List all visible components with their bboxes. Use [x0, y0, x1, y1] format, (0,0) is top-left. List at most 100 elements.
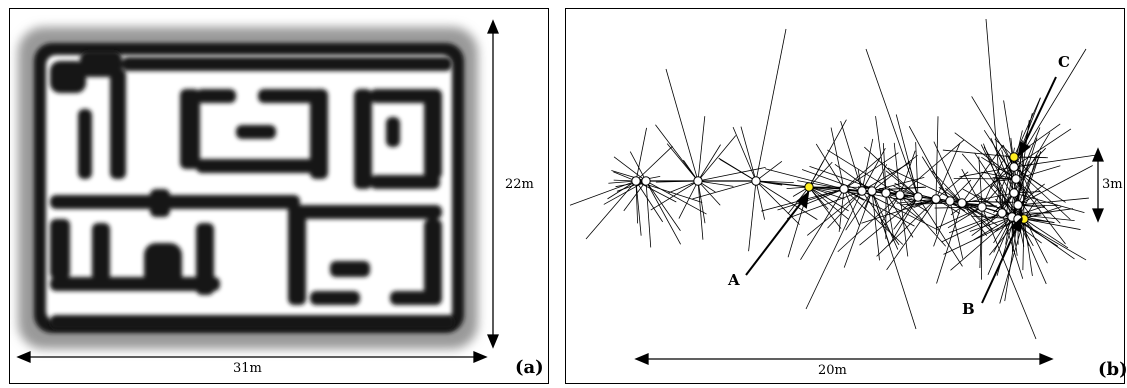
graph-edge: [755, 180, 810, 188]
observation-ray: [917, 196, 963, 267]
observation-ray: [755, 160, 783, 182]
graph-height-label: 3m: [1102, 177, 1123, 192]
observation-ray: [1017, 218, 1075, 260]
observation-ray: [1011, 216, 1087, 261]
observation-ray: [755, 180, 818, 220]
pose-node: [1009, 188, 1019, 198]
observation-ray: [973, 216, 1013, 241]
observation-ray: [1013, 166, 1071, 220]
observation-ray: [827, 149, 901, 196]
observation-ray: [936, 206, 983, 229]
observation-ray: [953, 178, 1017, 180]
panel-tag-b: (b): [1098, 359, 1127, 380]
observation-ray: [875, 116, 887, 194]
panel-a-occupancy-map: 31m 22m (a): [9, 8, 549, 384]
pose-node: [1013, 200, 1023, 210]
observation-ray: [935, 116, 939, 200]
pose-node: [997, 208, 1007, 218]
observation-ray: [755, 28, 787, 182]
observation-ray: [971, 96, 1015, 168]
width-dimension-arrow: [16, 351, 488, 363]
observation-ray: [697, 166, 766, 182]
observation-ray: [941, 212, 1003, 243]
observation-ray: [740, 126, 757, 182]
observation-ray: [990, 156, 1015, 189]
observation-ray: [603, 180, 647, 205]
observation-ray: [1023, 218, 1069, 249]
observation-ray: [948, 212, 1003, 234]
observation-ray: [830, 127, 845, 190]
observation-ray: [1013, 97, 1041, 158]
pose-graph-canvas: [569, 18, 1104, 365]
graph-height-arrow: [1092, 147, 1104, 223]
observation-ray: [859, 196, 919, 246]
observation-ray: [797, 180, 845, 190]
observation-ray: [805, 190, 863, 310]
observation-ray: [697, 180, 706, 224]
observation-ray: [871, 164, 888, 192]
observation-ray: [961, 168, 983, 208]
observation-ray: [748, 180, 757, 252]
observation-ray: [765, 168, 845, 190]
observation-ray: [895, 114, 919, 198]
observation-ray: [838, 188, 845, 232]
observation-ray: [971, 212, 1003, 237]
pose-node: [913, 192, 923, 202]
height-label: 22m: [505, 177, 534, 192]
observation-ray: [978, 156, 983, 208]
observation-ray: [786, 190, 863, 219]
observation-ray: [954, 132, 1017, 180]
observation-ray: [861, 147, 886, 192]
observation-ray: [943, 218, 1019, 255]
observation-ray: [665, 68, 699, 182]
observation-ray: [1013, 166, 1042, 187]
observation-ray: [843, 157, 880, 190]
observation-ray: [981, 206, 1037, 340]
observation-ray: [931, 170, 963, 204]
observation-ray: [871, 190, 880, 261]
observation-ray: [893, 142, 901, 196]
observation-ray: [655, 124, 699, 182]
observation-ray: [942, 149, 1015, 158]
height-dimension-arrow: [487, 19, 499, 349]
observation-ray: [1017, 152, 1042, 206]
observation-ray: [755, 180, 766, 220]
observation-ray: [961, 202, 988, 236]
observation-ray: [1017, 204, 1048, 264]
observation-ray: [882, 143, 887, 194]
observation-ray: [650, 180, 699, 211]
point-label-b: B: [962, 300, 975, 318]
observation-ray: [815, 143, 845, 190]
observation-ray: [933, 141, 963, 204]
observation-ray: [692, 180, 757, 200]
observation-ray: [718, 157, 757, 182]
observation-ray: [999, 218, 1025, 304]
observation-ray: [755, 180, 800, 225]
point-label-c: C: [1058, 53, 1070, 71]
observation-ray: [907, 198, 937, 207]
observation-ray: [732, 126, 757, 182]
observation-ray: [871, 155, 918, 192]
observation-ray: [666, 143, 699, 182]
observation-ray: [800, 188, 845, 261]
observation-ray: [871, 190, 917, 330]
observation-ray: [801, 169, 863, 192]
pose-node: [931, 194, 941, 204]
pose-node: [895, 190, 905, 200]
observation-ray: [880, 194, 901, 224]
observation-ray: [615, 180, 647, 188]
observation-ray: [697, 180, 704, 240]
observation-ray: [697, 144, 721, 182]
observation-ray: [915, 142, 919, 198]
pose-node: [945, 196, 955, 206]
panel-b-pose-graph: A B C 20m 3m (b): [565, 8, 1127, 384]
pose-node: [1009, 162, 1019, 172]
observation-ray: [885, 192, 923, 222]
pose-node-highlighted: [1009, 152, 1019, 162]
graph-edge: [808, 186, 845, 190]
map-walls: [50, 51, 454, 329]
observation-ray: [645, 180, 681, 245]
observation-ray: [635, 145, 673, 182]
observation-ray: [934, 206, 983, 209]
observation-ray: [613, 156, 647, 182]
